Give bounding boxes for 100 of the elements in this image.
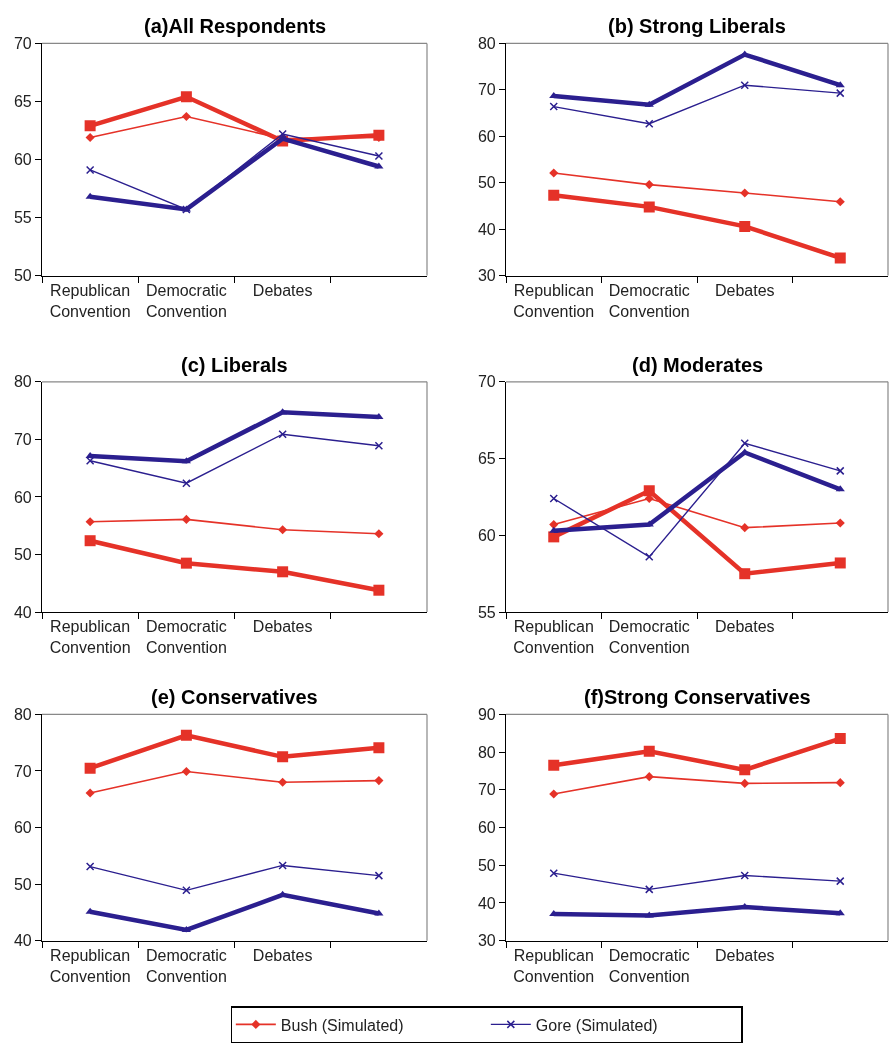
chart-title: (c) Liberals [181,354,288,376]
y-tick-label: 80 [477,35,496,53]
point [549,526,559,533]
point [374,151,384,161]
y-tick-label: 55 [13,209,32,227]
point [739,568,751,580]
point [836,88,845,98]
y-tick-label: 80 [477,743,496,761]
y-tick-label: 70 [477,373,496,391]
point [374,441,384,450]
point [643,485,655,497]
point [181,112,191,122]
y-tick-label: 70 [477,81,496,99]
x-tick-label: Democratic Convention [608,281,690,320]
point [834,557,846,569]
y-tick-label: 30 [477,267,496,285]
y-tick-label: 40 [13,603,32,621]
y-tick-label: 55 [477,603,496,621]
y-tick-label: 80 [13,706,32,723]
point [645,885,654,894]
x-tick-label: Republican Convention [513,946,595,985]
point [84,535,96,547]
x-tick-label: Republican Convention [513,281,595,320]
point [740,80,749,90]
y-tick-label: 65 [13,93,32,111]
point [643,745,655,757]
point [85,165,95,175]
point [740,439,749,448]
x-tick-label: Republican Convention [49,618,131,657]
y-tick-label: 90 [477,706,496,723]
legend-label: Gore (Simulated) [535,1016,658,1034]
point [644,100,654,107]
x-tick-label: Republican Convention [49,281,131,320]
point [85,862,95,871]
point [182,886,191,895]
point [835,81,845,88]
x-tick-label: Debates [252,946,313,964]
x-tick-label: Democratic Convention [145,946,227,985]
point [85,517,95,527]
point [836,876,845,886]
point [278,777,288,787]
x-tick-label: Republican Convention [513,618,595,657]
point [85,456,95,465]
point [277,751,289,763]
point [835,518,845,528]
point [373,742,385,754]
y-tick-label: 40 [13,932,32,950]
point [374,909,384,916]
point [739,220,751,232]
point [549,789,559,799]
point [549,520,559,530]
point [182,478,191,488]
y-tick-label: 50 [477,856,496,874]
point [180,91,192,103]
point [645,552,654,562]
y-tick-label: 60 [477,127,496,145]
point [84,762,96,774]
y-tick-label: 60 [13,819,32,837]
y-tick-label: 60 [477,819,496,837]
legend-label: Bush (Simulated) [280,1016,404,1034]
y-tick-label: 40 [477,894,496,912]
point [836,466,845,476]
y-tick-label: 80 [13,373,32,391]
point [834,252,846,264]
chart-title: (d) Moderates [632,354,764,376]
point [85,788,95,798]
y-tick-label: 50 [477,174,496,192]
point [277,566,289,578]
point [548,189,560,201]
point [181,766,191,777]
point [644,772,654,782]
y-tick-label: 60 [477,526,496,544]
point [278,429,287,439]
point [549,868,558,878]
chart-title: (f)Strong Conservatives [584,686,811,708]
point [180,729,192,741]
x-tick-label: Democratic Convention [145,281,227,320]
y-tick-label: 50 [13,267,32,285]
x-tick-label: Debates [252,281,313,299]
point [84,120,96,132]
y-tick-label: 50 [13,875,32,893]
x-tick-label: Debates [714,618,775,636]
point [278,525,288,535]
point [373,584,385,596]
point [643,201,655,213]
x-tick-label: Debates [714,946,775,964]
point [549,494,558,503]
point [834,733,846,745]
point [549,168,559,178]
point [645,119,654,129]
point [374,871,384,880]
x-tick-label: Democratic Convention [145,618,227,657]
y-tick-label: 70 [13,762,32,780]
point [835,778,845,788]
x-tick-label: Democratic Convention [608,618,690,657]
point [85,132,95,143]
chart-title: (b) Strong Liberals [608,15,786,37]
x-tick-label: Debates [252,618,313,636]
y-tick-label: 40 [477,220,496,238]
chart-title: (a)All Respondents [144,15,327,37]
